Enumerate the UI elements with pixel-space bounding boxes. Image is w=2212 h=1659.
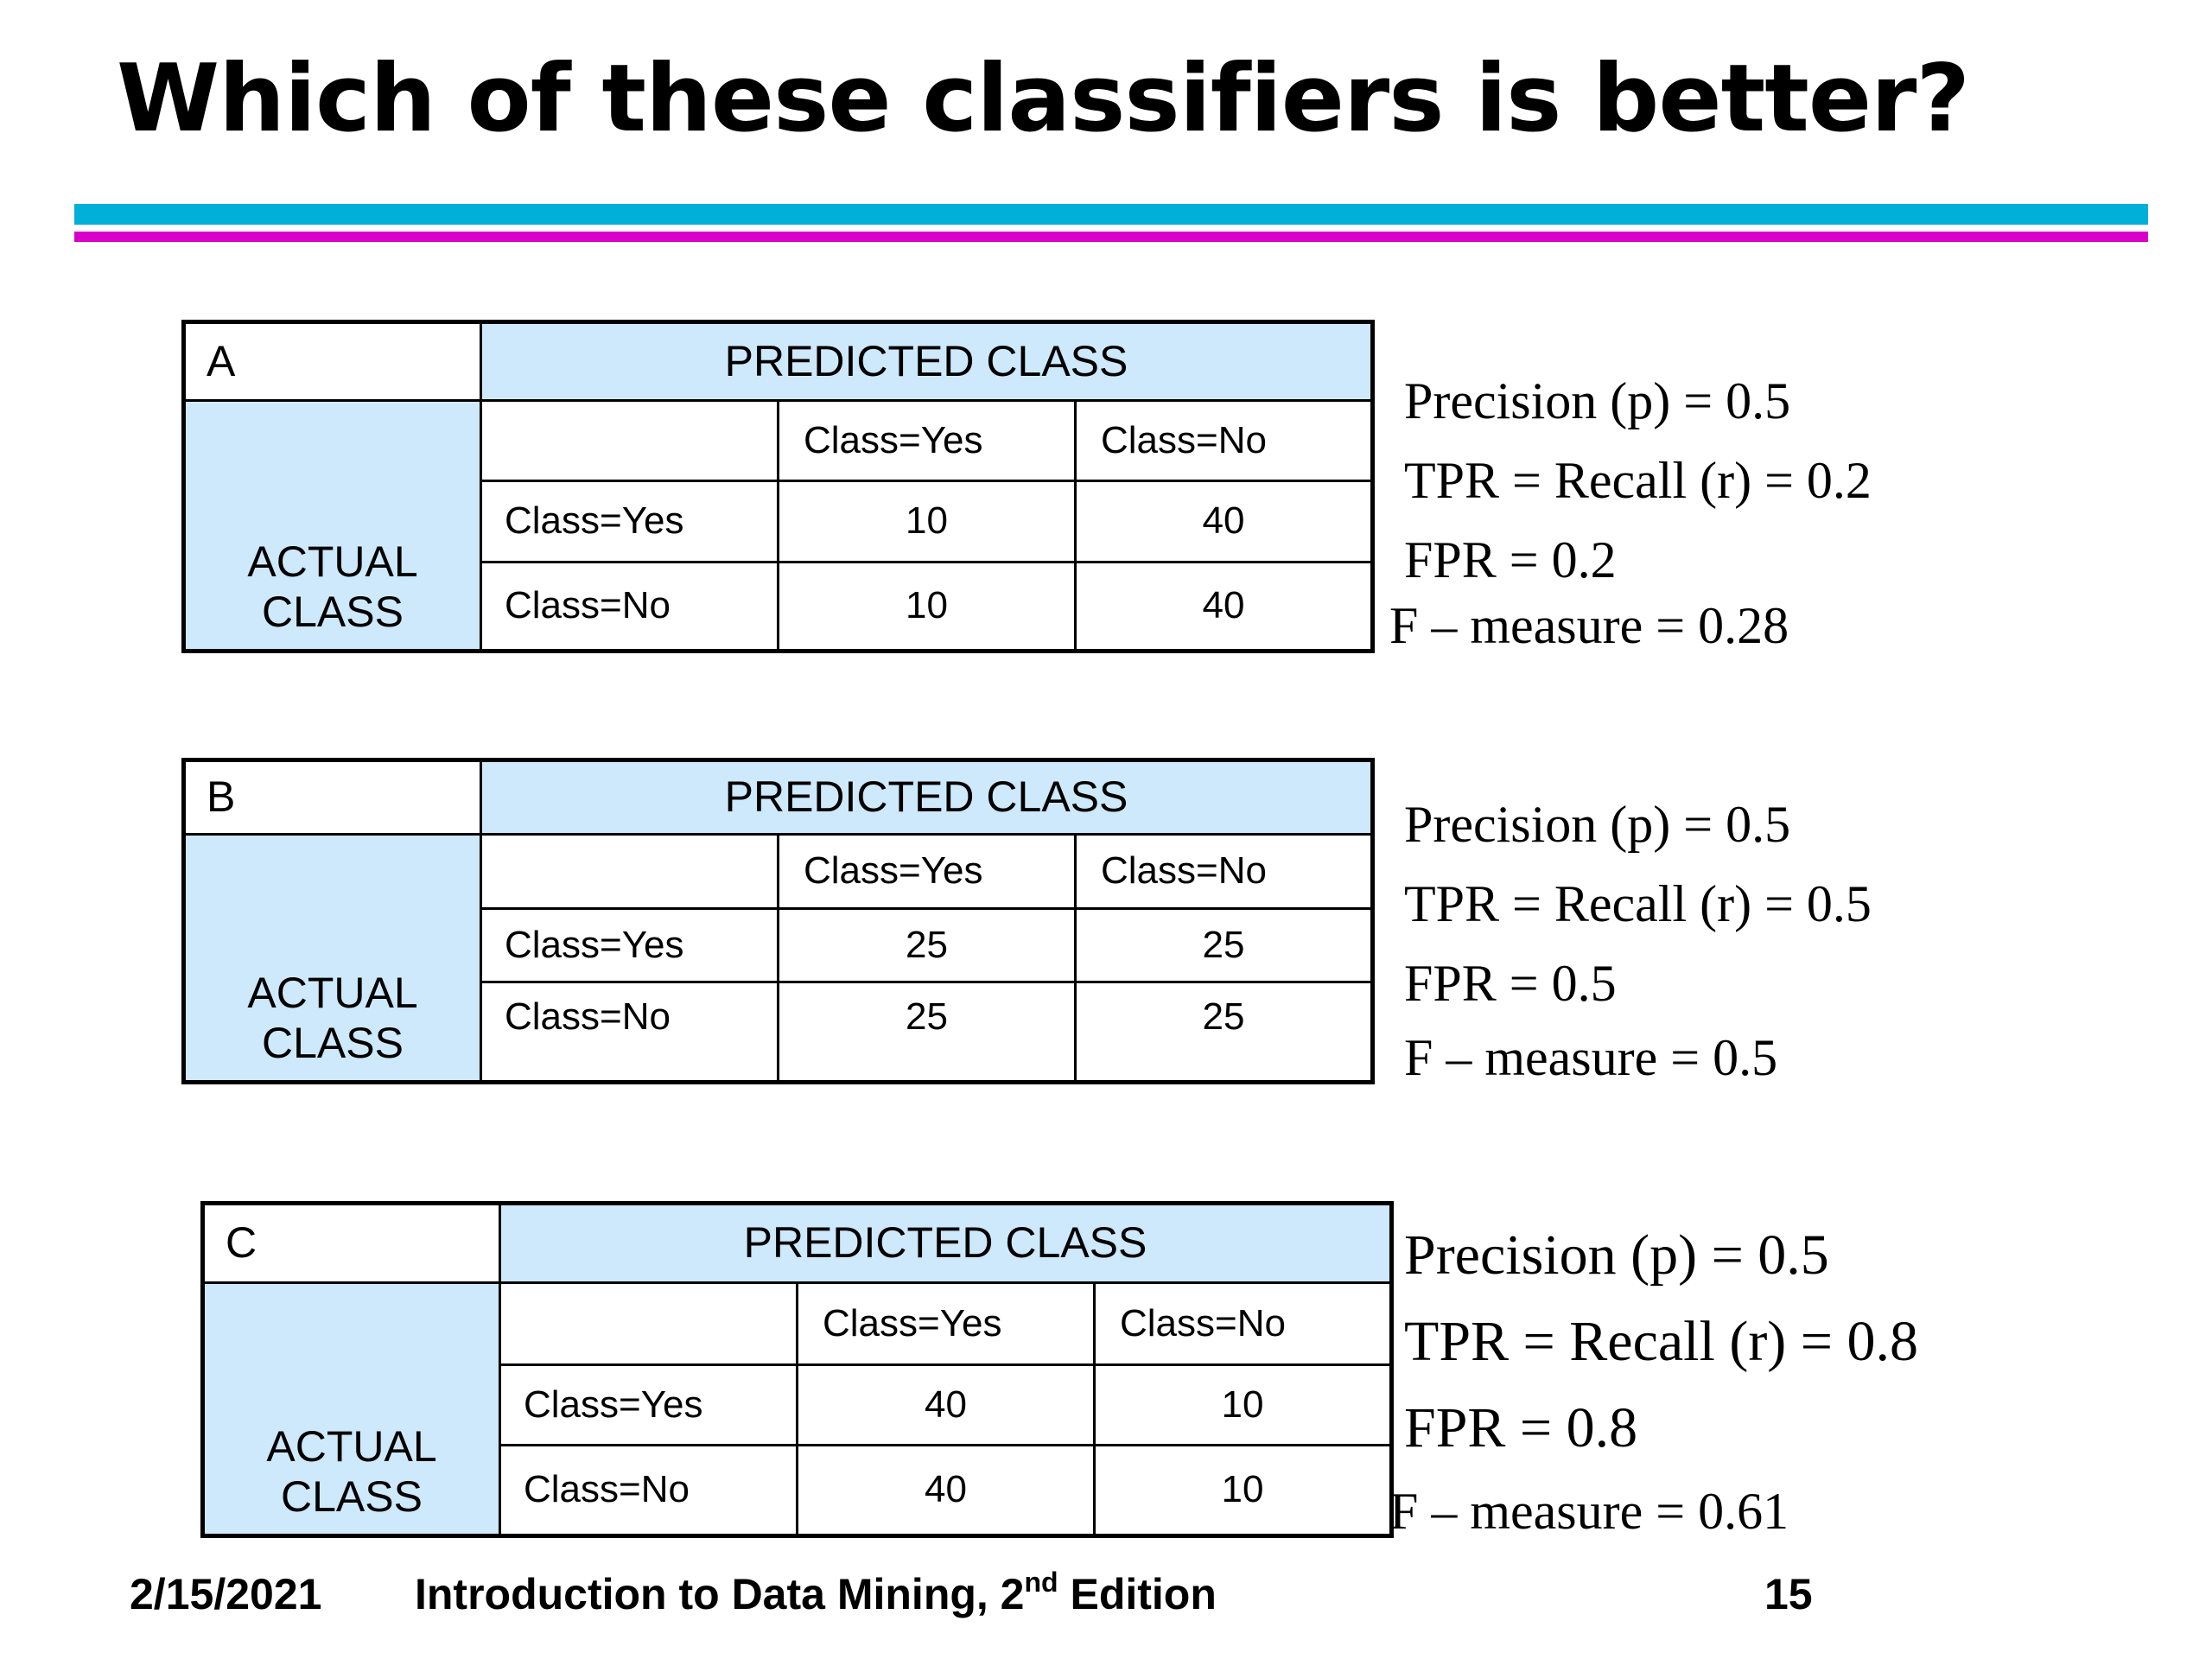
table-row: Class=Yes 10 40	[184, 480, 1375, 563]
tpr-text: TPR = Recall (r) = 0.8	[1404, 1310, 1918, 1373]
book-title-suffix: Edition	[1058, 1570, 1217, 1618]
cell-value: 25	[1073, 907, 1375, 984]
table-row: Class=No 40 10	[203, 1444, 1394, 1537]
tpr-text: TPR = Recall (r) = 0.5	[1404, 875, 1872, 932]
confusion-matrix-a: A PREDICTED CLASS ACTUAL CLASS Class=Yes…	[181, 320, 1376, 653]
precision-text: Precision (p) = 0.5	[1404, 1224, 1829, 1287]
fpr-text: FPR = 0.5	[1404, 955, 1617, 1012]
cell-value: 40	[1073, 560, 1375, 653]
row-header: Class=Yes	[499, 1363, 798, 1446]
cell-value: 40	[796, 1363, 1096, 1446]
cell-value: 10	[1092, 1444, 1394, 1537]
col-header-no: Class=No	[1073, 833, 1375, 911]
footer-page-number: 15	[1764, 1570, 1813, 1618]
predicted-class-header: PREDICTED CLASS	[479, 758, 1375, 836]
row-header: Class=No	[480, 560, 779, 653]
col-header-yes: Class=Yes	[777, 833, 1077, 911]
cell-value: 25	[1073, 981, 1375, 1084]
precision-text: Precision (p) = 0.5	[1404, 372, 1791, 429]
matrix-label: C	[201, 1202, 501, 1284]
cell-value: 40	[796, 1444, 1096, 1537]
row-header: Class=Yes	[480, 480, 779, 563]
empty-corner-cell	[499, 1281, 798, 1366]
row-header: Class=Yes	[480, 907, 779, 984]
cell-value: 40	[1073, 480, 1375, 563]
matrix-label: A	[182, 320, 482, 403]
table-row: Class=No 10 40	[184, 560, 1375, 653]
actual-class-line2: CLASS	[281, 1471, 423, 1521]
cell-value: 25	[777, 907, 1077, 984]
actual-class-line1: ACTUAL	[247, 537, 418, 586]
col-header-no: Class=No	[1092, 1281, 1394, 1366]
col-header-yes: Class=Yes	[777, 399, 1077, 483]
title-divider-magenta	[74, 232, 2148, 242]
footer-date: 2/15/2021	[130, 1570, 322, 1618]
footer-book-title: Introduction to Data Mining, 2nd Edition	[415, 1568, 1217, 1620]
tpr-text: TPR = Recall (r) = 0.2	[1404, 452, 1872, 509]
actual-class-header: ACTUAL CLASS	[182, 399, 482, 652]
confusion-matrix-c: C PREDICTED CLASS ACTUAL CLASS Class=Yes…	[200, 1201, 1395, 1538]
confusion-matrix-b: B PREDICTED CLASS ACTUAL CLASS Class=Yes…	[181, 758, 1376, 1084]
actual-class-line1: ACTUAL	[266, 1422, 437, 1471]
empty-corner-cell	[480, 399, 779, 483]
slide-title: Which of these classifiers is better?	[117, 45, 1970, 153]
empty-corner-cell	[480, 833, 779, 911]
predicted-class-header: PREDICTED CLASS	[479, 320, 1375, 403]
table-row: Class=Yes 40 10	[203, 1363, 1394, 1446]
fpr-text: FPR = 0.2	[1404, 531, 1617, 588]
f-measure-text: F – measure = 0.61	[1389, 1483, 1789, 1540]
fpr-text: FPR = 0.8	[1404, 1396, 1638, 1459]
actual-class-line1: ACTUAL	[247, 969, 418, 1017]
predicted-class-header: PREDICTED CLASS	[498, 1202, 1394, 1284]
book-title-prefix: Introduction to Data Mining, 2	[415, 1570, 1025, 1618]
precision-text: Precision (p) = 0.5	[1404, 796, 1791, 853]
title-divider-cyan	[74, 204, 2148, 225]
col-header-no: Class=No	[1073, 399, 1375, 483]
cell-value: 10	[777, 480, 1077, 563]
cell-value: 25	[777, 981, 1077, 1084]
row-header: Class=No	[480, 981, 779, 1084]
f-measure-text: F – measure = 0.5	[1404, 1029, 1778, 1086]
col-header-yes: Class=Yes	[796, 1281, 1096, 1366]
row-header: Class=No	[499, 1444, 798, 1537]
actual-class-header: ACTUAL CLASS	[201, 1281, 501, 1537]
f-measure-text: F – measure = 0.28	[1389, 597, 1789, 654]
actual-class-line2: CLASS	[262, 587, 404, 636]
cell-value: 10	[777, 560, 1077, 653]
book-title-superscript: nd	[1024, 1567, 1058, 1598]
actual-class-header: ACTUAL CLASS	[182, 833, 482, 1084]
table-row: Class=Yes 25 25	[184, 907, 1375, 984]
actual-class-line2: CLASS	[262, 1018, 404, 1067]
table-row: Class=No 25 25	[184, 981, 1375, 1084]
matrix-label: B	[182, 758, 482, 836]
cell-value: 10	[1092, 1363, 1394, 1446]
